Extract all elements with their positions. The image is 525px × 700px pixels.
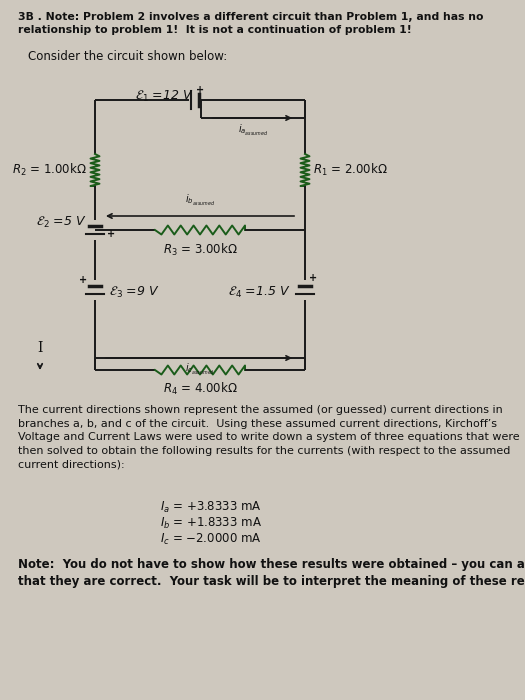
Text: $I_c$ = −2.0000 mA: $I_c$ = −2.0000 mA — [160, 532, 262, 547]
Text: $I_a$ = +3.8333 mA: $I_a$ = +3.8333 mA — [160, 500, 262, 515]
Text: $\mathcal{E}_3$ =9 V: $\mathcal{E}_3$ =9 V — [109, 284, 160, 300]
Text: $R_4$ = 4.00k$\Omega$: $R_4$ = 4.00k$\Omega$ — [163, 381, 237, 397]
Text: $I_b$ = +1.8333 mA: $I_b$ = +1.8333 mA — [160, 516, 262, 531]
Text: Consider the circuit shown below:: Consider the circuit shown below: — [28, 50, 227, 63]
Text: Note:  You do not have to show how these results were obtained – you can assume
: Note: You do not have to show how these … — [18, 558, 525, 589]
Text: relationship to problem 1!  It is not a continuation of problem 1!: relationship to problem 1! It is not a c… — [18, 25, 412, 35]
Text: $i_{b_{assumed}}$: $i_{b_{assumed}}$ — [185, 193, 215, 208]
Text: $i_{a_{assumed}}$: $i_{a_{assumed}}$ — [238, 123, 268, 138]
Text: $i_{c_{assumed}}$: $i_{c_{assumed}}$ — [185, 362, 215, 377]
Text: $\mathcal{E}_2$ =5 V: $\mathcal{E}_2$ =5 V — [36, 214, 87, 230]
Text: 3B . Note: Problem 2 involves a different circuit than Problem 1, and has no: 3B . Note: Problem 2 involves a differen… — [18, 12, 484, 22]
Text: I: I — [37, 341, 43, 355]
Text: +: + — [79, 275, 87, 285]
Text: $R_2$ = 1.00k$\Omega$: $R_2$ = 1.00k$\Omega$ — [13, 162, 87, 178]
Text: +: + — [196, 85, 204, 95]
Text: The current directions shown represent the assumed (or guessed) current directio: The current directions shown represent t… — [18, 405, 520, 470]
Text: $\mathcal{E}_1$ =12 V: $\mathcal{E}_1$ =12 V — [135, 88, 194, 104]
Text: +: + — [107, 229, 115, 239]
Text: +: + — [309, 273, 317, 283]
Text: $\mathcal{E}_4$ =1.5 V: $\mathcal{E}_4$ =1.5 V — [228, 284, 291, 300]
Text: $R_3$ = 3.00k$\Omega$: $R_3$ = 3.00k$\Omega$ — [163, 242, 237, 258]
Text: $R_1$ = 2.00k$\Omega$: $R_1$ = 2.00k$\Omega$ — [313, 162, 387, 178]
